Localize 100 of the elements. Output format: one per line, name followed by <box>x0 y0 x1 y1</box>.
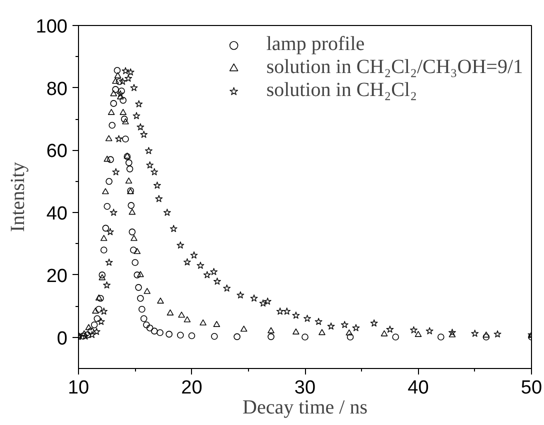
point <box>482 332 490 338</box>
point <box>125 159 132 166</box>
point <box>120 108 127 115</box>
point <box>126 166 134 172</box>
point <box>223 284 231 292</box>
point <box>114 72 122 78</box>
point <box>128 228 136 236</box>
point <box>125 178 132 184</box>
point <box>448 328 456 336</box>
point <box>352 324 360 332</box>
point <box>115 135 123 142</box>
legend-label: lamp profile <box>266 33 365 56</box>
point <box>118 78 126 85</box>
y-tick-label: 80 <box>46 78 68 100</box>
point <box>170 224 178 232</box>
point <box>156 329 164 336</box>
point <box>304 314 311 322</box>
point <box>135 100 143 108</box>
point <box>438 334 444 340</box>
y-tick-label: 100 <box>36 16 68 38</box>
point <box>200 319 206 326</box>
point <box>183 258 191 266</box>
point <box>163 208 171 216</box>
point <box>292 312 300 319</box>
point <box>448 331 456 338</box>
point <box>85 324 92 330</box>
point <box>100 234 108 241</box>
point <box>88 330 96 338</box>
point <box>80 330 88 336</box>
point <box>122 136 129 142</box>
point <box>108 108 115 115</box>
point <box>102 224 110 232</box>
legend-label: solution in CH₂Cl₂/CH₃OH=9/1 <box>266 56 523 79</box>
point <box>112 86 119 93</box>
point <box>132 112 140 120</box>
point <box>314 318 322 325</box>
point <box>346 334 354 340</box>
x-tick-label: 30 <box>294 378 316 398</box>
point <box>414 330 422 337</box>
point <box>268 333 274 340</box>
point <box>234 333 240 340</box>
point <box>184 316 191 322</box>
point <box>106 228 114 236</box>
point <box>157 298 164 304</box>
point <box>120 116 128 122</box>
point <box>132 259 139 266</box>
point <box>264 298 272 305</box>
y-tick-label: 0 <box>56 328 68 350</box>
point <box>166 309 174 316</box>
point <box>137 294 144 302</box>
point <box>120 96 127 104</box>
point <box>110 208 118 216</box>
point <box>240 326 248 332</box>
point <box>112 78 119 84</box>
point <box>283 308 291 315</box>
point <box>482 334 490 340</box>
point <box>150 168 158 176</box>
point <box>110 100 118 107</box>
point <box>92 328 100 335</box>
point <box>118 88 125 94</box>
point <box>97 318 105 325</box>
point <box>426 327 434 334</box>
point <box>259 299 267 307</box>
point <box>153 182 161 189</box>
point <box>250 294 258 302</box>
point <box>105 135 112 142</box>
point <box>126 68 134 76</box>
point <box>494 330 502 338</box>
point <box>203 271 211 278</box>
point <box>340 320 348 328</box>
point <box>392 334 399 340</box>
x-tick-label: 10 <box>68 378 90 398</box>
y-axis-title: Intensity <box>6 162 29 232</box>
point <box>80 332 86 340</box>
point <box>100 246 108 254</box>
legend-label: solution in CH₂Cl₂ <box>266 79 417 102</box>
point <box>140 315 148 322</box>
point <box>150 328 158 334</box>
point <box>103 281 111 288</box>
point <box>137 271 144 278</box>
point <box>104 202 111 210</box>
point <box>116 90 124 98</box>
point <box>346 329 353 336</box>
point <box>176 241 184 249</box>
point <box>105 258 113 266</box>
point <box>128 208 136 215</box>
y-tick-label: 60 <box>46 141 68 162</box>
point <box>116 78 123 86</box>
point <box>210 268 218 276</box>
point <box>98 274 106 280</box>
point <box>136 123 144 130</box>
point <box>196 262 204 269</box>
point <box>135 284 142 291</box>
point <box>146 324 154 332</box>
point <box>211 332 218 340</box>
point <box>302 334 308 340</box>
point <box>82 332 90 340</box>
point <box>140 130 148 138</box>
point <box>138 306 146 313</box>
point <box>98 272 106 278</box>
